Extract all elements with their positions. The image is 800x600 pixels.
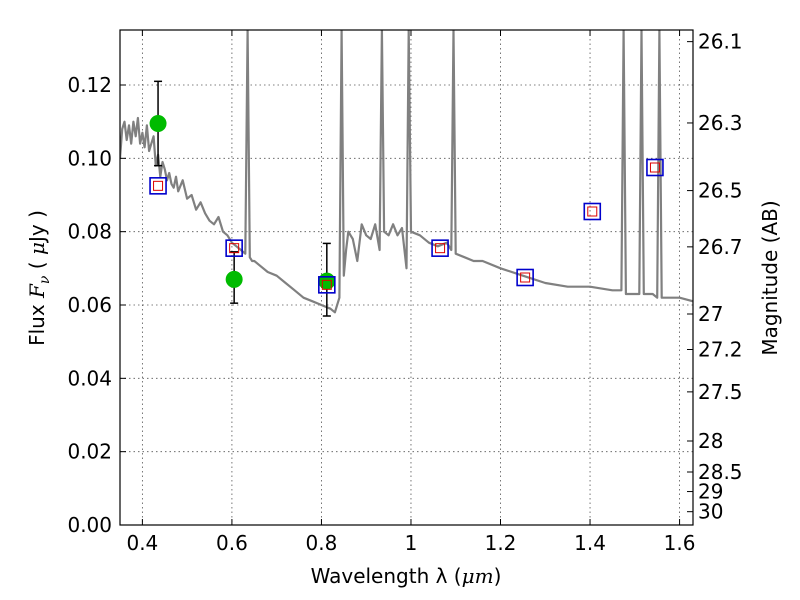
x-tick-label: 0.6 [216, 531, 248, 555]
y-axis-label: Flux Fν ( μJy ) [25, 210, 53, 346]
x-tick-label: 0.4 [126, 531, 158, 555]
model-point [516, 268, 534, 287]
model-spectrum [120, 30, 693, 314]
x-tick-label: 1.4 [574, 531, 606, 555]
y-tick-label: 0.12 [67, 73, 112, 97]
spectrum-line [120, 30, 693, 314]
model-point [646, 158, 664, 177]
plot-frame [119, 29, 694, 526]
y-tick-label: 0.04 [67, 366, 112, 390]
observed-point [149, 115, 167, 132]
y-tick-label: 0.02 [67, 440, 112, 464]
model-point-inner [649, 162, 660, 173]
model-point [225, 239, 243, 257]
x-axis-ticks: 0.4 0.6 0.8 1 1.2 1.4 1.6 [126, 30, 695, 555]
x-axis-label: Wavelength λ (μm) [311, 564, 502, 588]
y-tick-label: 0.10 [67, 146, 112, 170]
y2-tick-label: 28 [698, 429, 723, 453]
observed-point [318, 272, 336, 290]
y2-tick-label: 26.1 [698, 30, 743, 54]
y2-tick-label: 27.5 [698, 380, 743, 404]
model-point-inner [587, 206, 598, 217]
model-point-inner [229, 243, 240, 254]
x-tick-label: 1.2 [485, 531, 517, 555]
plot-area [120, 30, 693, 525]
y2-tick-label: 27.2 [698, 338, 743, 362]
y2-tick-label: 26.5 [698, 179, 743, 203]
y2-tick-label: 26.7 [698, 235, 743, 259]
y2-tick-label: 30 [698, 500, 723, 524]
model-photometry-points [149, 158, 664, 294]
model-point-inner [520, 272, 531, 283]
y-axis-ticks: 0.00 0.02 0.04 0.06 0.08 0.10 0.12 [67, 73, 126, 537]
y-tick-label: 0.06 [67, 293, 112, 317]
model-point-inner [321, 279, 332, 290]
y2-axis-label: Magnitude (AB) [758, 200, 782, 355]
y-tick-label: 0.08 [67, 220, 112, 244]
x-tick-label: 0.8 [306, 531, 338, 555]
x-tick-label: 1 [405, 531, 418, 555]
model-point-inner [153, 180, 164, 191]
model-point-inner [435, 243, 446, 254]
x-tick-label: 1.6 [664, 531, 696, 555]
model-point [431, 239, 449, 257]
y2-tick-label: 26.3 [698, 111, 743, 135]
observed-point [225, 270, 243, 288]
model-point [318, 276, 336, 294]
model-point [583, 202, 602, 221]
y2-tick-label: 28.5 [698, 460, 743, 484]
model-point [149, 177, 167, 195]
y2-tick-label: 27 [698, 302, 723, 326]
y2-tick-label: 29 [698, 480, 723, 504]
y-tick-label: 0.00 [67, 513, 112, 537]
